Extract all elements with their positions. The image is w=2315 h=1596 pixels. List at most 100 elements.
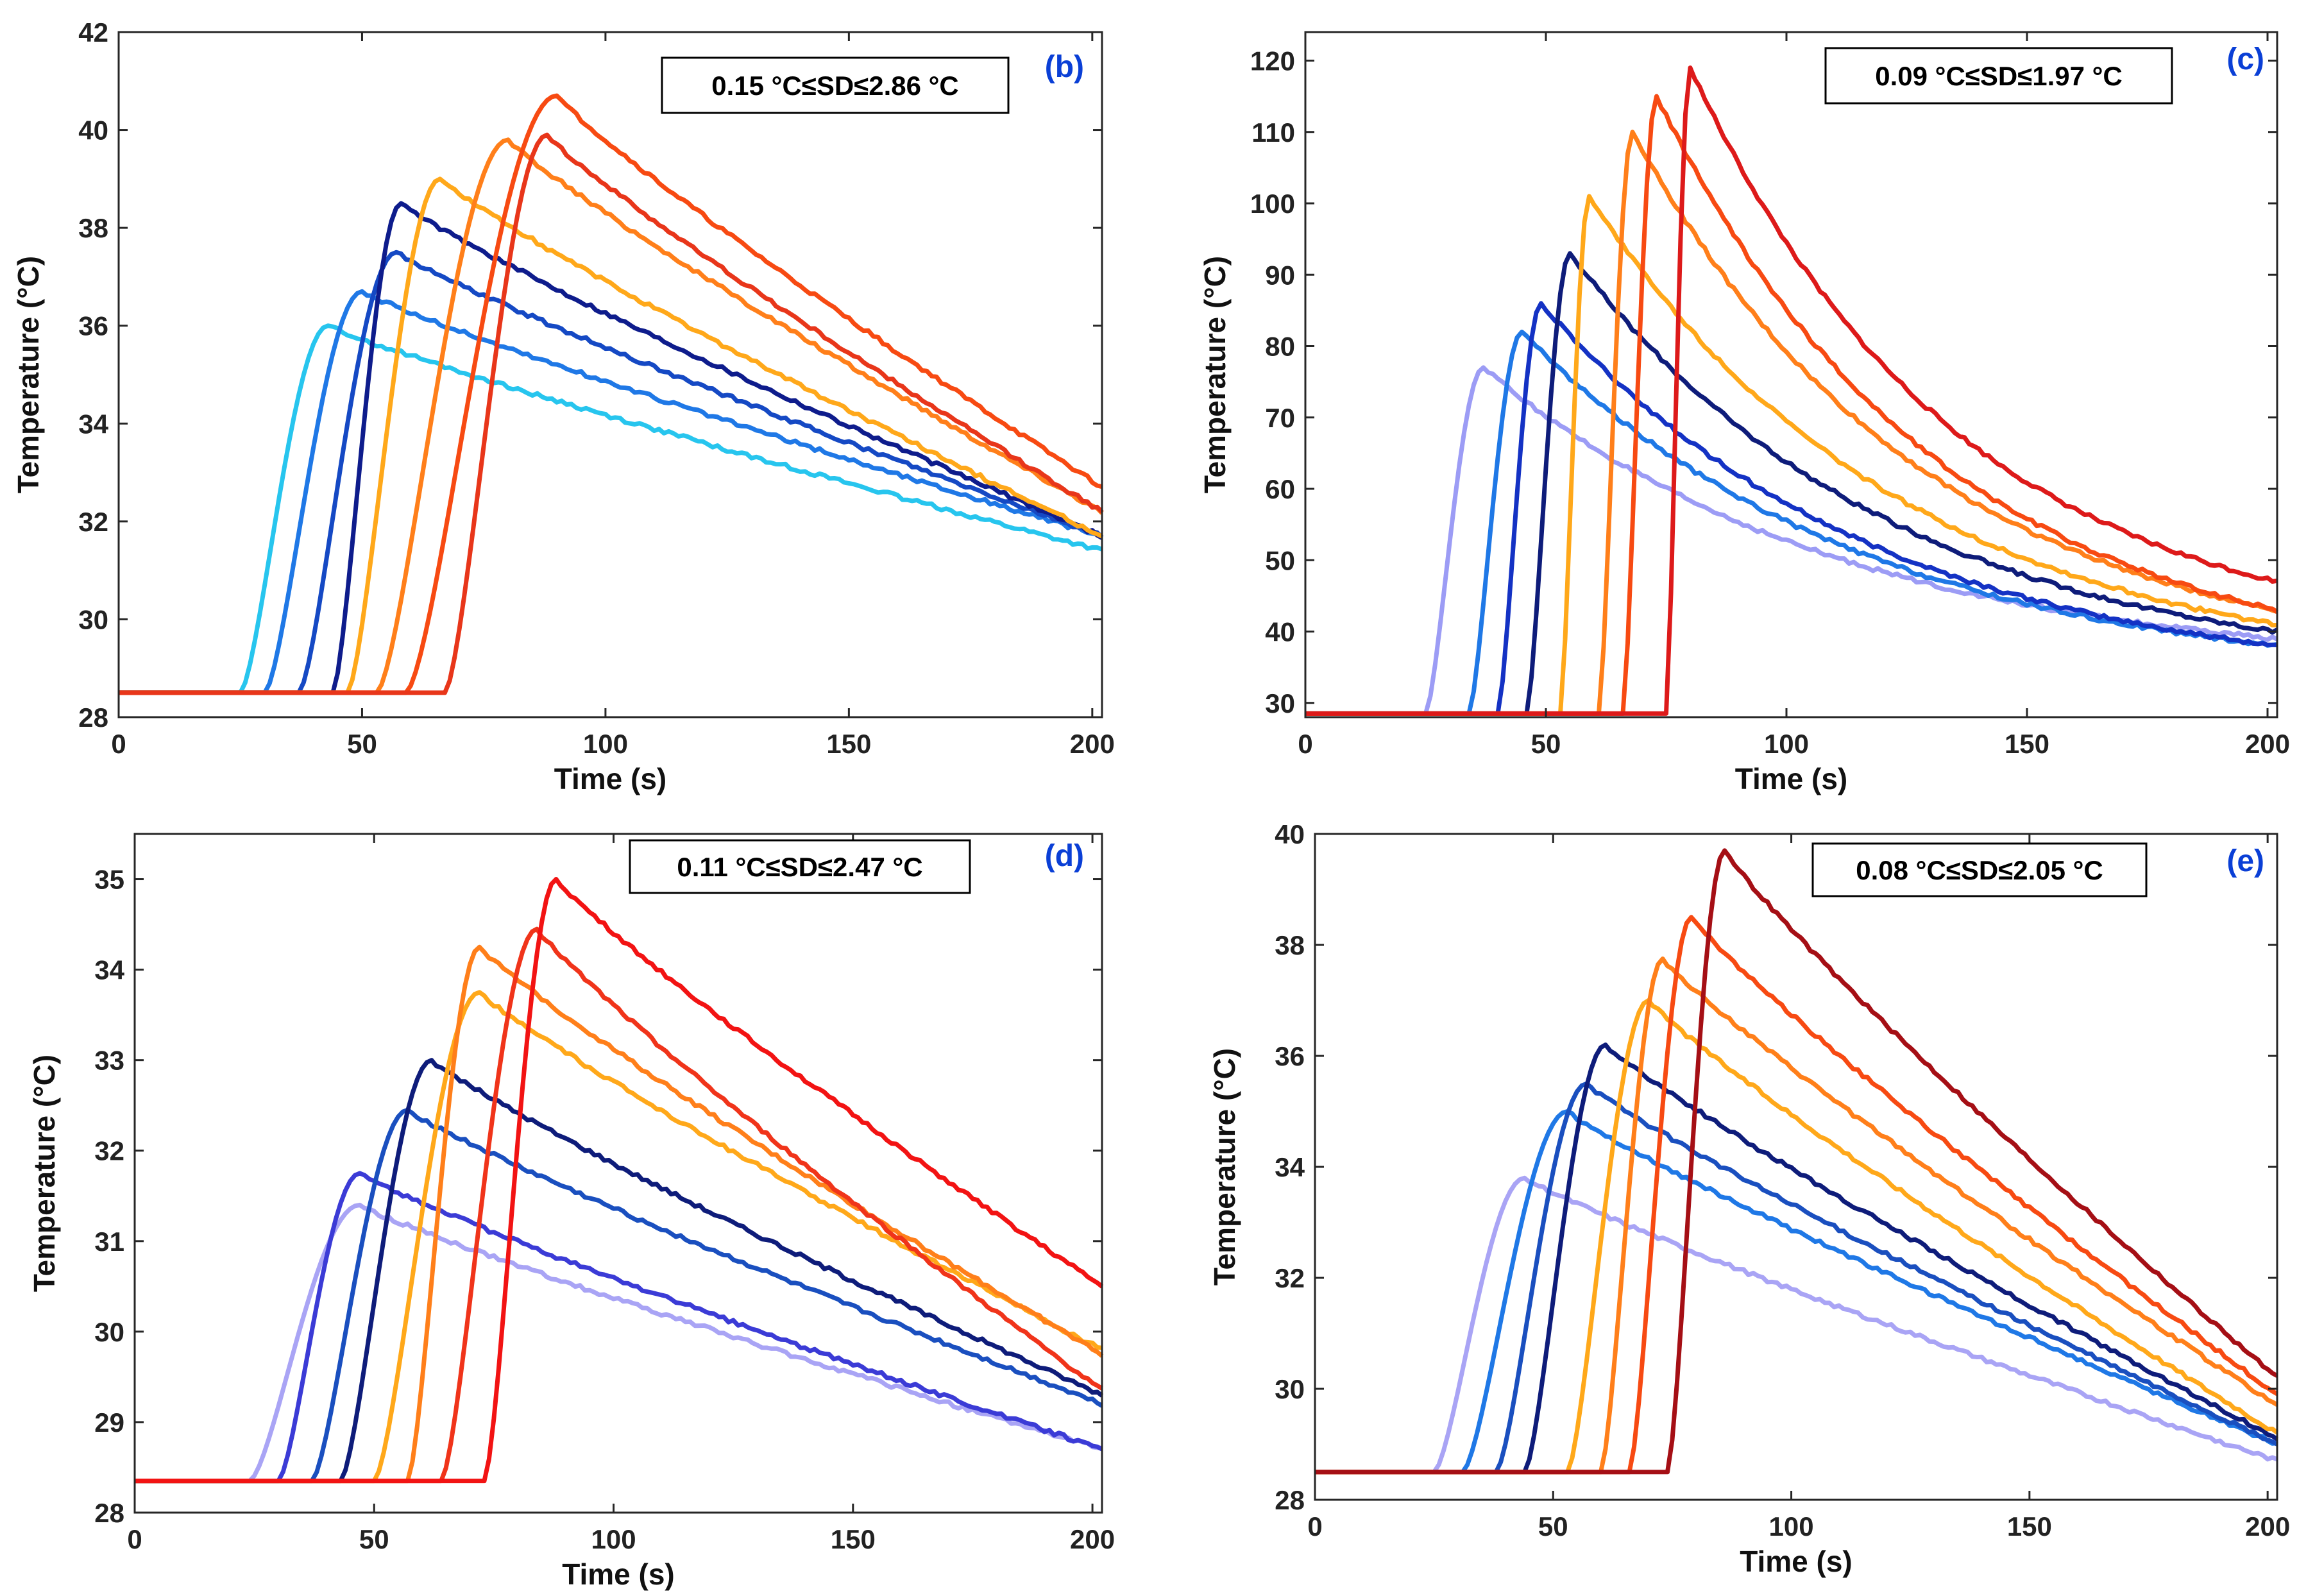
sd-annotation-box <box>661 56 1010 114</box>
x-tick-label: 50 <box>359 1524 389 1554</box>
x-tick-label: 50 <box>1531 729 1561 759</box>
x-tick-label: 0 <box>1307 1511 1322 1541</box>
chart-c-svg: 0 50 100 150 200 30 40 50 60 70 80 90 100 110 120 Time … <box>1198 31 2290 795</box>
y-tick-label: 28 <box>94 1498 124 1528</box>
sd-annotation-text: 0.08 °C≤SD≤2.05 °C <box>1856 855 2103 885</box>
x-tick-label: 150 <box>831 1524 876 1554</box>
x-tick-label: 0 <box>127 1524 142 1554</box>
y-tick-label: 100 <box>1250 189 1295 219</box>
y-tick-label: 28 <box>78 702 108 733</box>
x-axis-label: Time (s) <box>554 762 667 795</box>
y-tick-label: 110 <box>1251 117 1295 148</box>
y-axis-label: Temperature (°C) <box>1208 1048 1241 1286</box>
series-line-b-s5 <box>119 176 1103 695</box>
series-line-c-s4 <box>1305 251 2278 716</box>
series-group-b <box>119 93 1104 695</box>
series-group-d <box>135 877 1104 1484</box>
x-tick-label: 100 <box>1769 1511 1814 1541</box>
x-tick-label: 150 <box>2007 1511 2052 1541</box>
series-line-d-s1 <box>135 1202 1103 1484</box>
y-tick-label: 33 <box>94 1046 124 1076</box>
y-axis-label: Temperature (°C) <box>28 1055 61 1292</box>
series-line-e-s2 <box>1315 1109 2278 1475</box>
y-tick-label: 90 <box>1265 260 1295 290</box>
series-line-e-s8 <box>1315 848 2278 1475</box>
y-tick-label: 31 <box>94 1227 124 1257</box>
y-tick-label: 28 <box>1275 1485 1305 1515</box>
sd-annotation-box <box>1824 47 2173 105</box>
y-tick-label: 30 <box>78 604 108 634</box>
x-tick-label: 200 <box>2245 729 2290 759</box>
sd-annotation-box <box>1811 842 2148 897</box>
x-tick-label: 200 <box>1070 729 1115 759</box>
plot-frame-b <box>117 31 1103 718</box>
y-tick-label: 32 <box>1275 1263 1305 1293</box>
series-line-c-s3 <box>1305 301 2278 716</box>
x-tick-label: 50 <box>347 729 377 759</box>
plot-frame-c <box>1304 31 2278 718</box>
y-tick-label: 34 <box>78 409 108 439</box>
y-axis-label: Temperature (°C) <box>12 256 45 493</box>
x-tick-label: 100 <box>1764 729 1809 759</box>
y-tick-label: 38 <box>78 213 108 243</box>
series-line-b-s8 <box>119 132 1104 695</box>
chart-e-svg: 0 50 100 150 200 28 30 32 34 36 38 40 Time (s) Temper… <box>1208 819 2290 1578</box>
plot-frame-d <box>133 833 1103 1514</box>
panel-label: (c) <box>2226 42 2264 76</box>
series-line-e-s4 <box>1315 1042 2278 1475</box>
y-tick-label: 32 <box>94 1136 124 1166</box>
series-line-b-s1 <box>119 323 1103 695</box>
series-line-b-s7 <box>119 93 1103 695</box>
series-line-d-s2 <box>135 1171 1103 1484</box>
panel-label: (b) <box>1045 50 1084 84</box>
x-tick-label: 200 <box>2245 1511 2290 1541</box>
y-tick-label: 34 <box>1275 1152 1305 1182</box>
y-tick-label: 120 <box>1250 46 1295 76</box>
x-tick-label: 0 <box>1298 729 1312 759</box>
chart-b-svg: 0 50 100 150 200 28 30 32 34 36 38 40 42 Time (s) Temp… <box>12 17 1115 795</box>
x-axis-label: Time (s) <box>1735 762 1848 795</box>
sd-annotation-text: 0.11 °C≤SD≤2.47 °C <box>677 852 922 882</box>
y-tick-label: 30 <box>1275 1374 1305 1404</box>
y-tick-label: 40 <box>1265 617 1295 647</box>
y-tick-label: 30 <box>94 1317 124 1347</box>
x-axis-label: Time (s) <box>562 1558 675 1591</box>
y-tick-label: 35 <box>94 865 124 895</box>
chart-panel-d: 0 50 100 150 200 28 29 30 31 32 33 34 35 Time (s) Temp… <box>0 802 1148 1596</box>
series-line-d-s8 <box>135 877 1104 1484</box>
panel-label: (e) <box>2226 844 2264 878</box>
x-tick-label: 0 <box>111 729 126 759</box>
y-tick-label: 60 <box>1265 474 1295 504</box>
series-line-e-s3 <box>1315 1081 2278 1475</box>
y-tick-label: 36 <box>78 311 108 341</box>
y-tick-label: 36 <box>1275 1041 1305 1071</box>
y-tick-label: 30 <box>1265 688 1295 718</box>
y-tick-label: 40 <box>78 115 108 146</box>
y-tick-label: 32 <box>78 507 108 537</box>
series-group-c <box>1305 65 2278 716</box>
x-tick-label: 100 <box>591 1524 636 1554</box>
chart-panel-e: 0 50 100 150 200 28 30 32 34 36 38 40 Time (s) Temper… <box>1174 802 2315 1596</box>
series-line-b-s2 <box>119 289 1103 695</box>
x-tick-label: 50 <box>1538 1511 1568 1541</box>
x-tick-label: 150 <box>2005 729 2049 759</box>
series-line-e-s1 <box>1315 1175 2278 1475</box>
series-line-c-s1 <box>1305 365 2278 716</box>
y-tick-label: 42 <box>78 17 108 47</box>
y-tick-label: 70 <box>1265 403 1295 433</box>
chart-panel-b: 0 50 100 150 200 28 30 32 34 36 38 40 42 Time (s) Temp… <box>0 0 1148 795</box>
sd-annotation-box <box>629 839 971 894</box>
series-line-c-s5 <box>1305 194 2278 716</box>
x-tick-label: 100 <box>583 729 628 759</box>
y-tick-label: 34 <box>94 955 124 985</box>
y-tick-label: 29 <box>94 1407 124 1438</box>
y-tick-label: 50 <box>1265 545 1295 575</box>
x-tick-label: 150 <box>826 729 871 759</box>
chart-panel-c: 0 50 100 150 200 30 40 50 60 70 80 90 100 110 120 Time … <box>1174 0 2315 795</box>
y-axis-label: Temperature (°C) <box>1198 256 1232 493</box>
series-line-b-s4 <box>119 201 1103 695</box>
sd-annotation-text: 0.09 °C≤SD≤1.97 °C <box>1875 61 2123 91</box>
y-tick-label: 80 <box>1265 332 1295 362</box>
x-axis-label: Time (s) <box>1740 1545 1853 1578</box>
y-tick-label: 38 <box>1275 930 1305 960</box>
